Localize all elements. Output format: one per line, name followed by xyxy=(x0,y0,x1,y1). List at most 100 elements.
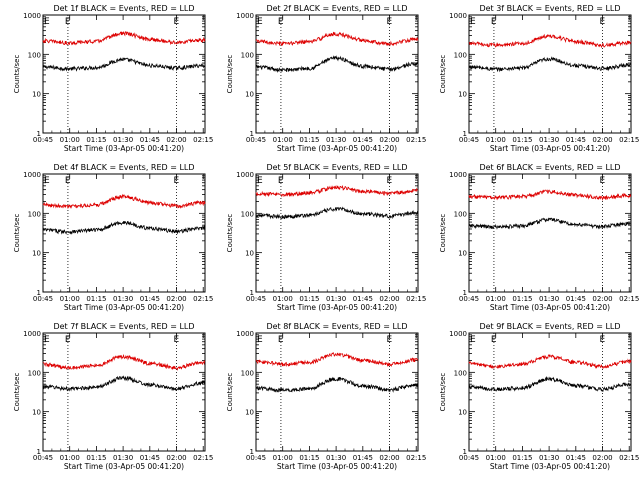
x-tick-label: 02:00 xyxy=(592,454,612,462)
event-marker-label: E xyxy=(174,335,180,345)
x-tick-label: 01:00 xyxy=(273,295,293,303)
x-axis-label: Start Time (03-Apr-05 00:41:20) xyxy=(64,303,184,312)
x-tick-label: 01:00 xyxy=(273,136,293,144)
series-events-line xyxy=(468,56,632,73)
y-tick-label: 1000 xyxy=(449,171,467,179)
series-lld-line xyxy=(42,193,206,209)
x-tick-label: 01:45 xyxy=(140,136,160,144)
y-tick-label: 100 xyxy=(28,210,41,218)
y-tick-label: 1000 xyxy=(236,12,254,20)
x-tick-label: 00:45 xyxy=(459,295,479,303)
x-tick-label: 01:30 xyxy=(326,136,346,144)
series-lld-line xyxy=(255,352,419,368)
chart-title: Det 5f BLACK = Events, RED = LLD xyxy=(266,163,407,172)
event-marker-label: E xyxy=(278,17,284,27)
y-tick-label: 1 xyxy=(37,130,41,138)
y-tick-label: 1 xyxy=(37,289,41,297)
series-lld-line xyxy=(255,184,419,198)
y-tick-label: 1 xyxy=(250,289,254,297)
chart-panel-det-4f: Det 4f BLACK = Events, RED = LLD 1 10 100 10… xyxy=(13,163,213,312)
event-marker-label: E xyxy=(387,335,393,345)
y-tick-label: 1 xyxy=(463,448,467,456)
x-tick-label: 02:15 xyxy=(193,454,213,462)
y-axis-label: Counts/sec xyxy=(13,373,21,412)
series-events-line xyxy=(42,375,206,392)
chart-panel-det-7f: Det 7f BLACK = Events, RED = LLD 1 10 100 10… xyxy=(13,322,213,471)
y-tick-label: 1 xyxy=(250,130,254,138)
y-axis-label: Counts/sec xyxy=(439,373,447,412)
event-marker-label: E xyxy=(65,17,71,27)
x-tick-label: 00:45 xyxy=(459,136,479,144)
x-tick-label: 02:15 xyxy=(193,136,213,144)
x-tick-label: 01:00 xyxy=(486,454,506,462)
x-tick-label: 01:45 xyxy=(140,454,160,462)
x-tick-label: 01:00 xyxy=(486,136,506,144)
series-events-line xyxy=(468,217,632,230)
x-tick-label: 01:00 xyxy=(60,295,80,303)
event-marker-label: E xyxy=(491,335,497,345)
chart-title: Det 4f BLACK = Events, RED = LLD xyxy=(53,163,194,172)
event-marker-label: E xyxy=(600,176,606,186)
series-events-line xyxy=(255,55,419,73)
x-tick-label: 00:45 xyxy=(246,136,266,144)
y-tick-label: 10 xyxy=(245,250,254,258)
event-marker-label: E xyxy=(65,176,71,186)
y-axis-label: Counts/sec xyxy=(439,55,447,94)
x-tick-label: 02:00 xyxy=(166,136,186,144)
series-events-line xyxy=(42,57,206,72)
y-axis-label: Counts/sec xyxy=(226,214,234,253)
x-tick-label: 02:00 xyxy=(379,454,399,462)
y-tick-label: 1000 xyxy=(449,330,467,338)
event-marker-label: E xyxy=(44,176,50,186)
chart-panel-det-8f: Det 8f BLACK = Events, RED = LLD 1 10 100 10… xyxy=(226,322,426,471)
event-marker-label: E xyxy=(278,176,284,186)
x-tick-label: 01:30 xyxy=(539,454,559,462)
chart-panel-det-3f: Det 3f BLACK = Events, RED = LLD 1 10 100 10… xyxy=(439,4,639,153)
x-tick-label: 00:45 xyxy=(33,136,53,144)
y-tick-label: 10 xyxy=(32,91,41,99)
event-marker-label: E xyxy=(174,17,180,27)
x-tick-label: 02:00 xyxy=(592,295,612,303)
y-tick-label: 1000 xyxy=(236,171,254,179)
x-tick-label: 01:15 xyxy=(299,136,319,144)
x-tick-label: 01:15 xyxy=(512,454,532,462)
x-axis-label: Start Time (03-Apr-05 00:41:20) xyxy=(277,303,397,312)
x-tick-label: 02:00 xyxy=(166,295,186,303)
y-tick-label: 10 xyxy=(245,409,254,417)
plot-frame xyxy=(42,332,206,452)
x-tick-label: 00:45 xyxy=(459,454,479,462)
y-tick-label: 100 xyxy=(28,369,41,377)
y-tick-label: 1 xyxy=(463,130,467,138)
chart-panel-det-2f: Det 2f BLACK = Events, RED = LLD 1 10 100 10… xyxy=(226,4,426,153)
event-marker-label: E xyxy=(600,335,606,345)
series-events-line xyxy=(255,206,419,220)
y-tick-label: 100 xyxy=(454,51,467,59)
event-marker-label: E xyxy=(44,335,50,345)
series-events-line xyxy=(255,376,419,393)
chart-title: Det 7f BLACK = Events, RED = LLD xyxy=(53,322,194,331)
x-tick-label: 02:00 xyxy=(166,454,186,462)
x-tick-label: 01:15 xyxy=(299,454,319,462)
x-axis-label: Start Time (03-Apr-05 00:41:20) xyxy=(64,462,184,471)
event-marker-label: E xyxy=(65,335,71,345)
event-marker-label: E xyxy=(44,17,50,27)
event-marker-label: E xyxy=(470,335,476,345)
event-marker-label: E xyxy=(600,17,606,27)
y-tick-label: 100 xyxy=(28,51,41,59)
series-lld-line xyxy=(42,30,206,46)
x-axis-label: Start Time (03-Apr-05 00:41:20) xyxy=(277,144,397,153)
x-tick-label: 01:45 xyxy=(353,136,373,144)
x-tick-label: 01:30 xyxy=(539,295,559,303)
event-marker-label: E xyxy=(257,17,263,27)
event-marker-label: E xyxy=(387,17,393,27)
x-tick-label: 01:00 xyxy=(60,454,80,462)
event-marker-label: E xyxy=(491,17,497,27)
plot-frame xyxy=(468,332,632,452)
plot-frame xyxy=(468,14,632,134)
y-axis-label: Counts/sec xyxy=(439,214,447,253)
x-tick-label: 01:45 xyxy=(353,454,373,462)
x-tick-label: 02:00 xyxy=(592,136,612,144)
event-marker-label: E xyxy=(278,335,284,345)
x-tick-label: 01:45 xyxy=(566,136,586,144)
